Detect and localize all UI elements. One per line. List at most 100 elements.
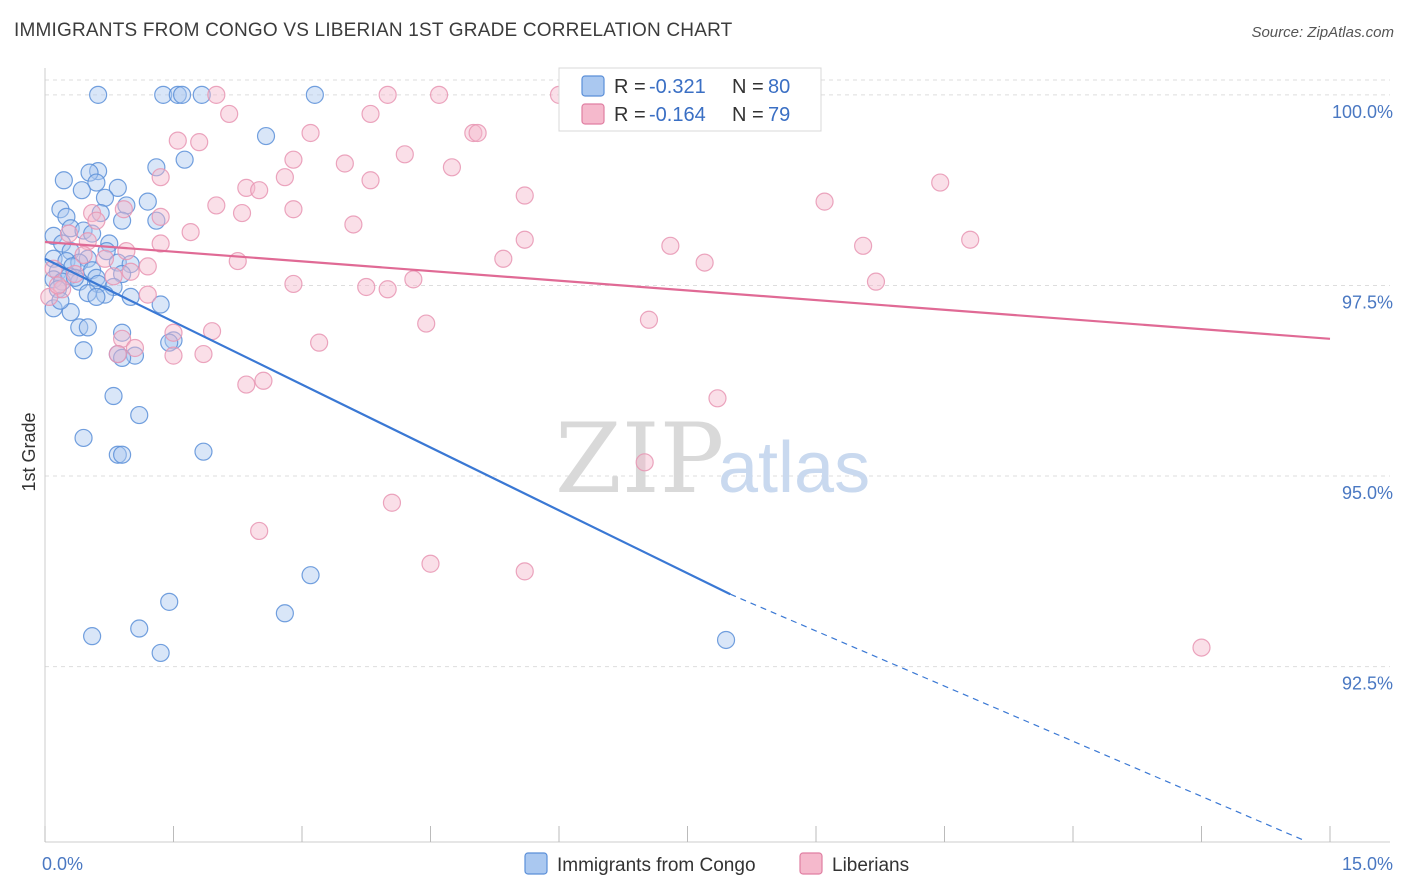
legend-r-label-liberians: R = bbox=[614, 104, 646, 126]
legend-r-value-congo: -0.321 bbox=[649, 76, 706, 98]
data-point bbox=[74, 245, 93, 265]
data-point bbox=[51, 291, 70, 310]
y-tick-label: 97.5% bbox=[1342, 292, 1393, 312]
data-point bbox=[494, 249, 513, 268]
data-point bbox=[515, 230, 534, 249]
y-tick-label: 100.0% bbox=[1332, 102, 1393, 122]
legend-n-value-congo: 80 bbox=[768, 76, 790, 98]
data-point bbox=[181, 222, 200, 242]
data-point bbox=[961, 230, 980, 249]
x-tick-label-min: 0.0% bbox=[42, 854, 83, 874]
data-point bbox=[404, 270, 423, 289]
data-point bbox=[125, 338, 145, 358]
series-congo-points bbox=[44, 85, 736, 663]
data-point bbox=[78, 318, 97, 337]
x-tick-labels: 0.0% 15.0% bbox=[42, 854, 1393, 874]
watermark: ZIP atlas bbox=[555, 403, 870, 515]
data-point bbox=[429, 85, 449, 104]
trend-line-congo-extension bbox=[730, 593, 1305, 842]
data-point bbox=[284, 274, 303, 294]
data-point bbox=[815, 192, 834, 211]
legend-n-value-liberians: 79 bbox=[768, 104, 790, 126]
y-axis-title: 1st Grade bbox=[19, 412, 39, 491]
data-point bbox=[117, 242, 136, 261]
data-point bbox=[74, 341, 93, 360]
data-point bbox=[931, 173, 950, 192]
data-point bbox=[695, 253, 714, 272]
y-tick-labels: 100.0% 97.5% 95.0% 92.5% bbox=[1332, 102, 1393, 694]
data-point bbox=[54, 171, 73, 190]
data-point bbox=[661, 236, 680, 255]
data-point bbox=[194, 442, 213, 461]
data-point bbox=[138, 257, 157, 276]
data-point bbox=[464, 123, 483, 143]
bottom-legend-label-congo: Immigrants from Congo bbox=[557, 855, 756, 876]
data-point bbox=[112, 323, 132, 342]
data-point bbox=[108, 178, 127, 197]
data-point bbox=[220, 104, 239, 124]
data-point bbox=[138, 192, 157, 211]
data-point bbox=[151, 234, 170, 253]
data-point bbox=[335, 154, 354, 173]
y-tick-label: 95.0% bbox=[1342, 483, 1393, 503]
data-point bbox=[80, 163, 99, 182]
data-point bbox=[468, 123, 487, 143]
data-point bbox=[301, 123, 320, 143]
watermark-zip: ZIP bbox=[555, 403, 724, 515]
data-point bbox=[130, 405, 149, 425]
data-point bbox=[866, 272, 886, 291]
series-liberians-points bbox=[40, 85, 1211, 657]
data-point bbox=[108, 445, 127, 464]
data-point bbox=[83, 627, 102, 646]
data-point bbox=[232, 203, 252, 223]
data-point bbox=[716, 630, 736, 650]
trend-line-liberians bbox=[44, 240, 1331, 340]
data-point bbox=[515, 562, 534, 581]
data-point bbox=[854, 236, 873, 255]
data-point bbox=[104, 386, 123, 406]
series-legend: Immigrants from Congo Liberians bbox=[524, 852, 909, 876]
grid-lines bbox=[45, 79, 1390, 668]
data-point bbox=[382, 493, 402, 512]
data-point bbox=[87, 173, 106, 192]
data-point bbox=[361, 104, 380, 124]
legend-swatch-congo bbox=[581, 75, 605, 97]
data-point bbox=[1192, 638, 1211, 657]
data-point bbox=[378, 280, 397, 299]
data-point bbox=[154, 85, 173, 104]
legend-n-label-congo: N = bbox=[732, 76, 764, 98]
data-point bbox=[87, 287, 106, 307]
data-point bbox=[89, 85, 108, 104]
data-point bbox=[160, 592, 179, 611]
data-point bbox=[114, 200, 133, 219]
data-point bbox=[72, 181, 91, 200]
data-point bbox=[417, 314, 436, 333]
trend-line-congo bbox=[44, 257, 731, 596]
data-point bbox=[310, 333, 329, 352]
bottom-legend-label-liberians: Liberians bbox=[832, 855, 909, 876]
data-point bbox=[301, 566, 320, 585]
legend-n-label-liberians: N = bbox=[732, 104, 764, 126]
data-point bbox=[151, 207, 170, 226]
chart-title: IMMIGRANTS FROM CONGO VS LIBERIAN 1ST GR… bbox=[14, 20, 733, 41]
data-point bbox=[87, 211, 106, 230]
data-point bbox=[378, 85, 397, 104]
legend-r-value-liberians: -0.164 bbox=[649, 104, 706, 126]
data-point bbox=[164, 346, 183, 365]
legend-swatch-liberians bbox=[581, 103, 605, 125]
data-point bbox=[95, 188, 115, 207]
data-point bbox=[515, 186, 534, 205]
data-point bbox=[147, 158, 166, 177]
data-point bbox=[361, 171, 380, 190]
data-point bbox=[284, 150, 303, 169]
data-point bbox=[172, 85, 192, 104]
chart-source: Source: ZipAtlas.com bbox=[1251, 24, 1394, 41]
data-point bbox=[250, 181, 269, 200]
data-point bbox=[237, 375, 256, 394]
data-point bbox=[442, 158, 462, 177]
data-point bbox=[168, 131, 187, 150]
data-point bbox=[112, 211, 132, 230]
bottom-legend-swatch-liberians bbox=[799, 852, 823, 875]
axes bbox=[44, 68, 1390, 843]
data-point bbox=[74, 428, 93, 448]
